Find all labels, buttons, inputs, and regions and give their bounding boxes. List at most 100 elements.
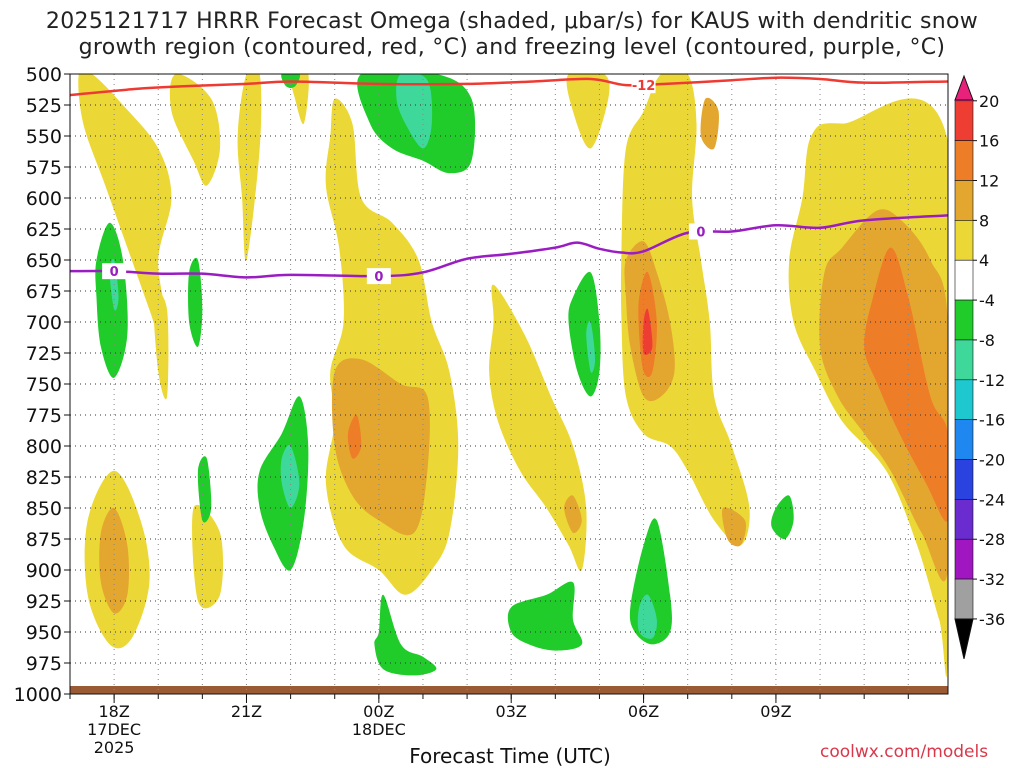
freezing-level-contour xyxy=(70,214,948,279)
y-tick-label-575: 575 xyxy=(26,157,62,179)
colorbar-band-0 xyxy=(955,100,973,101)
contour-lines: -12 0 0 0 xyxy=(70,76,948,285)
omega-region-32 xyxy=(374,594,437,676)
y-tick-label-900: 900 xyxy=(26,560,62,582)
colorbar-band-13 xyxy=(954,578,974,620)
colorbar-band-2 xyxy=(954,140,974,181)
omega-region-21 xyxy=(864,247,948,522)
colorbar-band-8 xyxy=(954,379,974,420)
y-tick-label-875: 875 xyxy=(26,529,62,551)
omega-region-8 xyxy=(620,74,750,546)
colorbar-band-10 xyxy=(954,459,974,500)
purple-line-label-2-bg xyxy=(366,268,391,285)
dgz-minus12-contour xyxy=(70,76,948,97)
colorbar-bottom-arrow xyxy=(954,618,974,660)
purple-line-label-1: 0 xyxy=(110,265,119,280)
x-tick-label-18-1: 17DEC xyxy=(87,720,141,739)
y-tick-label-975: 975 xyxy=(26,653,62,675)
y-tick-label-525: 525 xyxy=(26,95,62,117)
colorbar-label-4: 4 xyxy=(979,251,989,270)
x-tick-label-27-0: 03Z xyxy=(496,702,527,721)
colorbar-label-10: -24 xyxy=(979,490,1005,509)
red-line-label: -12 xyxy=(632,79,656,94)
y-tick-label-500: 500 xyxy=(26,64,62,86)
omega-region-6 xyxy=(566,74,610,149)
colorbar-label-2: 12 xyxy=(979,172,999,191)
omega-region-0 xyxy=(78,74,172,347)
purple-line-label-3: 0 xyxy=(696,225,705,240)
colorbar-label-12: -32 xyxy=(979,570,1005,589)
colorbar-label-1: 16 xyxy=(979,132,999,151)
colorbar-label-3: 8 xyxy=(979,211,989,230)
colorbar-top-arrow xyxy=(954,74,974,101)
y-tick-label-950: 950 xyxy=(26,622,62,644)
omega-region-31 xyxy=(771,495,794,540)
colorbar-label-9: -20 xyxy=(979,451,1005,470)
chart-title-line-1: 2025121717 HRRR Forecast Omega (shaded, … xyxy=(45,9,979,34)
x-tick-label-33-0: 09Z xyxy=(760,702,791,721)
y-tick-label-800: 800 xyxy=(26,436,62,458)
x-tick-label-18-0: 18Z xyxy=(98,702,129,721)
omega-region-25 xyxy=(188,257,203,347)
chart-title-line-2: growth region (contoured, red, °C) and f… xyxy=(78,35,946,60)
omega-region-37 xyxy=(637,594,657,639)
colorbar-band-1 xyxy=(954,100,974,141)
colorbar-band-11 xyxy=(954,499,974,540)
y-tick-label-650: 650 xyxy=(26,250,62,272)
purple-line-label-1-bg xyxy=(102,263,127,280)
omega-region-19 xyxy=(700,97,719,150)
x-tick-label-21-0: 21Z xyxy=(231,702,262,721)
y-tick-label-1000: 1000 xyxy=(14,684,62,706)
credit-text: coolwx.com/models xyxy=(820,742,989,762)
omega-region-16 xyxy=(99,507,130,614)
colorbar-label-8: -16 xyxy=(979,411,1005,430)
y-tick-label-700: 700 xyxy=(26,312,62,334)
y-tick-label-750: 750 xyxy=(26,374,62,396)
y-tick-label-925: 925 xyxy=(26,591,62,613)
omega-region-33 xyxy=(507,581,583,651)
y-tick-label-825: 825 xyxy=(26,467,62,489)
colorbar-label-11: -28 xyxy=(979,530,1005,549)
colorbar-band-4 xyxy=(954,220,974,261)
omega-region-39 xyxy=(586,320,596,373)
colorbar-band-9 xyxy=(954,419,974,460)
colorbar-label-7: -12 xyxy=(979,371,1005,390)
colorbar-label-0: 20 xyxy=(979,92,999,111)
y-tick-label-600: 600 xyxy=(26,188,62,210)
omega-region-13 xyxy=(331,358,430,536)
colorbar-band-12 xyxy=(954,538,974,580)
omega-region-2 xyxy=(237,74,262,261)
y-tick-label-725: 725 xyxy=(26,343,62,365)
red-line-label-bg xyxy=(631,77,656,94)
omega-region-23 xyxy=(642,308,653,355)
colorbar-label-5: -4 xyxy=(979,291,995,310)
omega-region-17 xyxy=(722,507,747,547)
purple-line-label-2: 0 xyxy=(374,270,383,285)
omega-region-11 xyxy=(153,292,169,400)
colorbar: 20 16 12 8 4 -4 -8 -12 -16 -20 -24 -28 -32 -36 xyxy=(954,74,1005,660)
omega-region-22 xyxy=(347,414,362,459)
colorbar-band-7 xyxy=(954,339,974,381)
x-tick-label-24-1: 18DEC xyxy=(352,720,406,739)
y-tick-label-625: 625 xyxy=(26,219,62,241)
purple-line-label-3-bg xyxy=(688,223,713,240)
x-tick-label-18-2: 2025 xyxy=(94,738,135,757)
omega-region-12 xyxy=(192,504,224,609)
x-tick-label-24-0: 00Z xyxy=(363,702,394,721)
x-axis-label: Forecast Time (UTC) xyxy=(409,744,611,768)
x-tick-label-30-0: 06Z xyxy=(628,702,659,721)
y-tick-label-550: 550 xyxy=(26,126,62,148)
omega-region-1 xyxy=(169,74,221,186)
omega-region-7 xyxy=(489,284,587,572)
omega-shading xyxy=(78,74,948,678)
y-tick-label-775: 775 xyxy=(26,405,62,427)
omega-region-27 xyxy=(197,456,212,523)
y-tick-label-850: 850 xyxy=(26,498,62,520)
colorbar-band-6 xyxy=(954,299,974,341)
colorbar-band-3 xyxy=(954,180,974,221)
omega-region-18 xyxy=(564,495,582,534)
colorbar-label-6: -8 xyxy=(979,331,995,350)
ground-surface xyxy=(70,686,948,694)
